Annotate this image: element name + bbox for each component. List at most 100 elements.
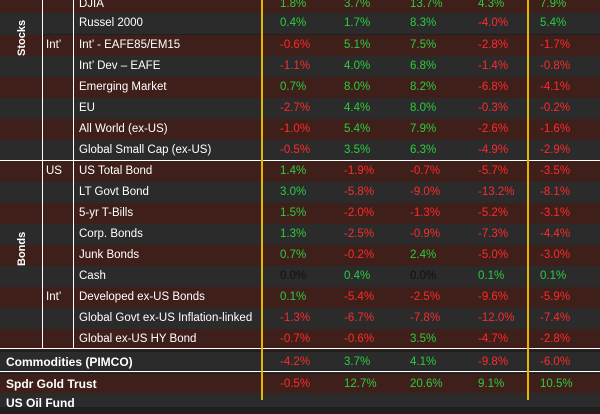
value-cell: 3.5% bbox=[344, 144, 371, 156]
value-cell: -2.8% bbox=[478, 39, 509, 51]
highlight-column-rule bbox=[527, 0, 529, 400]
value-cell bbox=[478, 393, 538, 414]
row-label: Russel 2000 bbox=[79, 17, 143, 29]
value-cell: 0.0% bbox=[410, 270, 437, 282]
row-label: Global Small Cap (ex-US) bbox=[79, 144, 212, 156]
value-cell bbox=[540, 393, 600, 414]
value-cell: 1.7% bbox=[344, 17, 371, 29]
value-cell: -6.8% bbox=[478, 81, 509, 93]
value-cell: -1.3% bbox=[280, 312, 311, 324]
value-cell: -9.0% bbox=[410, 186, 441, 198]
value-cell: -0.5% bbox=[280, 378, 311, 390]
value-cell: 7.5% bbox=[410, 39, 437, 51]
value-cell: 4.0% bbox=[344, 60, 371, 72]
table-row: Russel 2000 0.4% 1.7% 8.3% -4.0% 5.4% bbox=[0, 13, 600, 34]
stocks-section-label: Stocks bbox=[16, 19, 28, 56]
value-cell: -1.0% bbox=[280, 123, 311, 135]
value-cell: 3.7% bbox=[344, 0, 371, 10]
table-row: Int’ Dev – EAFE -1.1% 4.0% 6.8% -1.4% -0.8% bbox=[0, 56, 600, 77]
row-label: Global ex-US HY Bond bbox=[79, 333, 197, 345]
value-cell: -4.1% bbox=[540, 81, 571, 93]
value-cell: -0.6% bbox=[344, 333, 375, 345]
column-divider bbox=[42, 0, 43, 348]
table-row: DJIA 1.8% 3.7% 13.7% 4.3% 7.9% bbox=[0, 0, 600, 15]
value-cell: 1.4% bbox=[280, 165, 307, 177]
table-row: Global Govt ex-US Inflation-linked -1.3% -… bbox=[0, 308, 600, 329]
value-cell: 8.0% bbox=[410, 102, 437, 114]
value-cell bbox=[410, 393, 470, 414]
row-label: Developed ex-US Bonds bbox=[79, 291, 205, 303]
row-label: Emerging Market bbox=[79, 81, 167, 93]
row-label: Int’ Dev – EAFE bbox=[79, 60, 161, 72]
highlight-column-rule bbox=[261, 0, 263, 400]
value-cell: 4.1% bbox=[410, 356, 437, 368]
value-cell: 2.4% bbox=[410, 249, 437, 261]
value-cell: -6.0% bbox=[540, 356, 571, 368]
row-label: Junk Bonds bbox=[79, 249, 140, 261]
value-cell: -0.2% bbox=[344, 249, 375, 261]
value-cell: 0.7% bbox=[280, 81, 307, 93]
value-cell: -4.7% bbox=[478, 333, 509, 345]
table-row: All World (ex-US) -1.0% 5.4% 7.9% -2.6% -1.6% bbox=[0, 119, 600, 140]
value-cell: -2.8% bbox=[540, 333, 571, 345]
value-cell: 0.0% bbox=[280, 270, 307, 282]
table-row: EU -2.7% 4.4% 8.0% -0.3% -0.2% bbox=[0, 98, 600, 119]
row-label: 5-yr T-Bills bbox=[79, 207, 134, 219]
value-cell: 5.1% bbox=[344, 39, 371, 51]
value-cell: 0.7% bbox=[280, 249, 307, 261]
value-cell bbox=[344, 393, 404, 414]
value-cell: -0.5% bbox=[280, 144, 311, 156]
value-cell: 8.3% bbox=[410, 17, 437, 29]
value-cell: -7.8% bbox=[410, 312, 441, 324]
section-divider bbox=[0, 160, 600, 161]
value-cell: 1.5% bbox=[280, 207, 307, 219]
value-cell: -2.5% bbox=[410, 291, 441, 303]
table-row: Int’ Int’ - EAFE85/EM15 -0.6% 5.1% 7.5% -2.8%… bbox=[0, 35, 600, 56]
value-cell: 5.4% bbox=[344, 123, 371, 135]
value-cell: -0.9% bbox=[410, 228, 441, 240]
table-row: Int’ Developed ex-US Bonds 0.1% -5.4% -2.5% -… bbox=[0, 287, 600, 308]
table-row: Emerging Market 0.7% 8.0% 8.2% -6.8% -4.1% bbox=[0, 77, 600, 98]
value-cell: -13.2% bbox=[478, 186, 515, 198]
row-label: Commodities (PIMCO) bbox=[6, 355, 133, 369]
value-cell: 8.0% bbox=[344, 81, 371, 93]
table-row: Cash 0.0% 0.4% 0.0% 0.1% 0.1% bbox=[0, 266, 600, 287]
value-cell: -7.3% bbox=[478, 228, 509, 240]
value-cell: 1.3% bbox=[280, 228, 307, 240]
value-cell: -5.4% bbox=[344, 291, 375, 303]
value-cell: -5.8% bbox=[344, 186, 375, 198]
section-divider bbox=[0, 348, 600, 349]
value-cell: -0.7% bbox=[280, 333, 311, 345]
value-cell: 20.6% bbox=[410, 378, 443, 390]
value-cell: -4.0% bbox=[478, 17, 509, 29]
value-cell: 0.4% bbox=[344, 270, 371, 282]
table-row: Junk Bonds 0.7% -0.2% 2.4% -5.0% -3.0% bbox=[0, 245, 600, 266]
value-cell: 7.9% bbox=[540, 0, 567, 10]
value-cell: -9.6% bbox=[478, 291, 509, 303]
value-cell: -5.9% bbox=[540, 291, 571, 303]
value-cell: 6.3% bbox=[410, 144, 437, 156]
value-cell: -4.2% bbox=[280, 356, 311, 368]
row-label: US Total Bond bbox=[79, 165, 153, 177]
value-cell: 0.1% bbox=[540, 270, 567, 282]
value-cell: 3.0% bbox=[280, 186, 307, 198]
table-row: US US Total Bond 1.4% -1.9% -0.7% -5.7% -3.5% bbox=[0, 161, 600, 182]
value-cell: 12.7% bbox=[344, 378, 377, 390]
value-cell: 7.9% bbox=[410, 123, 437, 135]
table-row: 5-yr T-Bills 1.5% -2.0% -1.3% -5.2% -3.1% bbox=[0, 203, 600, 224]
table-row: Spdr Gold Trust -0.5% 12.7% 20.6% 9.1% 10.5% bbox=[0, 374, 600, 395]
table-row: US Oil Fund bbox=[0, 393, 600, 410]
value-cell: -3.1% bbox=[540, 207, 571, 219]
row-label: Int’ - EAFE85/EM15 bbox=[79, 39, 181, 51]
value-cell: -4.4% bbox=[540, 228, 571, 240]
value-cell: 13.7% bbox=[410, 0, 443, 10]
section-divider bbox=[0, 371, 600, 372]
column-divider bbox=[73, 0, 74, 348]
value-cell: -1.4% bbox=[478, 60, 509, 72]
value-cell: -2.7% bbox=[280, 102, 311, 114]
value-cell: -2.6% bbox=[478, 123, 509, 135]
value-cell: -1.3% bbox=[410, 207, 441, 219]
value-cell: 3.7% bbox=[344, 356, 371, 368]
value-cell: 0.1% bbox=[280, 291, 307, 303]
